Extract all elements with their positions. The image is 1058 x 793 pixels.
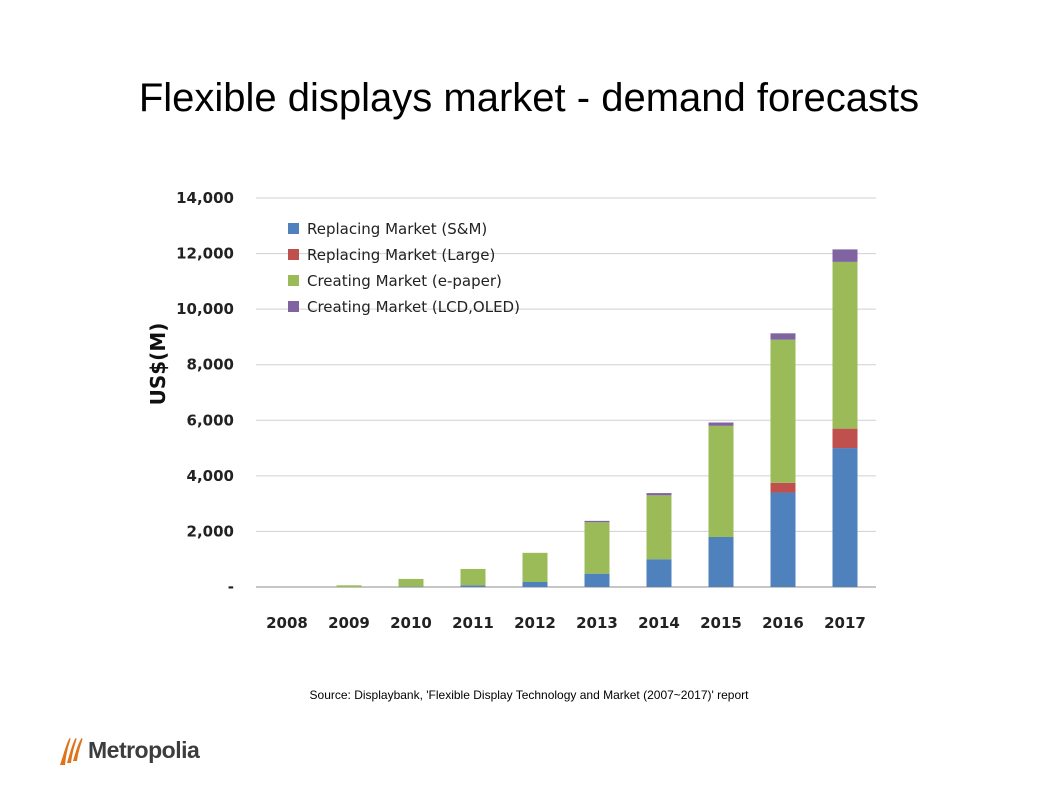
- x-tick-label: 2014: [638, 614, 680, 632]
- bar-segment: [646, 559, 672, 587]
- bar-segment: [770, 333, 796, 340]
- bar-segment: [770, 492, 796, 587]
- x-tick-label: 2013: [576, 614, 618, 632]
- source-note: Source: Displaybank, 'Flexible Display T…: [309, 688, 749, 702]
- bar-segment: [522, 552, 548, 582]
- y-tick-label: 6,000: [187, 411, 234, 429]
- y-tick-label: 10,000: [176, 300, 234, 318]
- x-tick-label: 2017: [824, 614, 866, 632]
- bar-segment: [336, 585, 362, 587]
- slide-title: Flexible displays market - demand foreca…: [138, 76, 920, 120]
- y-tick-label: 2,000: [187, 522, 234, 540]
- x-tick-label: 2009: [328, 614, 370, 632]
- legend-swatch: [288, 223, 299, 234]
- bar-segment: [646, 493, 672, 496]
- bars: [336, 249, 858, 588]
- bar-segment: [460, 568, 486, 586]
- legend-swatch: [288, 275, 299, 286]
- bar-segment: [708, 422, 734, 426]
- legend-swatch: [288, 301, 299, 312]
- y-axis-ticks: - 2,000 4,000 6,000 8,000 10,000 12,000 14,000: [176, 189, 234, 596]
- bar-segment: [584, 573, 610, 587]
- bar-segment: [708, 536, 734, 587]
- legend-swatch: [288, 249, 299, 260]
- x-axis-ticks: 2008 2009 2010 2011 2012 2013 2014 2015 2016 2017: [266, 614, 866, 632]
- bar-segment: [646, 495, 672, 560]
- y-tick-label: 4,000: [187, 467, 234, 485]
- bar-segment: [770, 482, 796, 493]
- x-tick-label: 2008: [266, 614, 308, 632]
- bar-segment: [398, 586, 424, 588]
- bar-segment: [832, 261, 858, 429]
- y-tick-label: -: [228, 578, 234, 596]
- bar-segment: [522, 581, 548, 587]
- bar-segment: [832, 249, 858, 262]
- metropolia-mark-icon: [60, 737, 83, 765]
- bar-segment: [584, 522, 610, 574]
- legend-label: Creating Market (e-paper): [307, 272, 502, 290]
- bar-segment: [584, 520, 610, 523]
- bar-segment: [398, 578, 424, 587]
- y-tick-label: 12,000: [176, 245, 234, 263]
- legend-label: Replacing Market (S&M): [307, 220, 487, 238]
- bar-segment: [708, 425, 734, 537]
- bar-segment: [460, 585, 486, 587]
- bar-segment: [832, 428, 858, 449]
- x-tick-label: 2010: [390, 614, 432, 632]
- logo-text: Metropolia: [88, 736, 200, 763]
- legend-label: Replacing Market (Large): [307, 246, 495, 264]
- y-tick-label: 14,000: [176, 189, 234, 207]
- x-tick-label: 2011: [452, 614, 494, 632]
- x-tick-label: 2016: [762, 614, 804, 632]
- y-tick-label: 8,000: [187, 356, 234, 374]
- bar-segment: [832, 448, 858, 587]
- metropolia-logo: Metropolia: [58, 733, 200, 767]
- legend: Replacing Market (S&M) Replacing Market (…: [288, 220, 520, 316]
- bar-segment: [770, 339, 796, 483]
- x-tick-label: 2015: [700, 614, 742, 632]
- x-tick-label: 2012: [514, 614, 556, 632]
- y-axis-label: US$(M): [146, 323, 170, 406]
- legend-label: Creating Market (LCD,OLED): [307, 298, 520, 316]
